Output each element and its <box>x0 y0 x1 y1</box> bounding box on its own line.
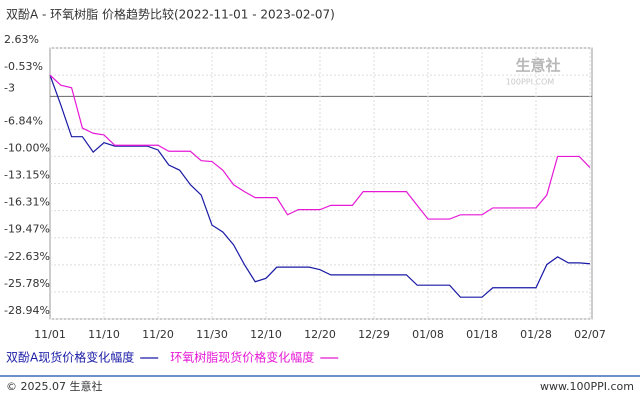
y-tick-label: -0.53% <box>4 60 43 73</box>
series-line <box>49 74 591 220</box>
x-tick-label: 12/29 <box>358 328 390 341</box>
chart-title: 双酚A - 环氧树脂 价格趋势比较(2022-11-01 - 2023-02-0… <box>6 7 335 22</box>
y-tick-label: -16.31% <box>4 196 50 209</box>
y-tick-label: -13.15% <box>4 168 50 181</box>
y-tick-label: -3 <box>4 81 15 94</box>
watermark-sub: 100PPI.COM <box>506 78 555 87</box>
x-tick-label: 12/20 <box>304 328 336 341</box>
x-tick-label: 11/30 <box>196 328 228 341</box>
legend-label: 双酚A现货价格变化幅度 <box>6 350 134 365</box>
series-line <box>49 74 591 298</box>
x-tick-label: 01/08 <box>412 328 444 341</box>
x-tick-label: 11/20 <box>142 328 174 341</box>
footer-left: © 2025.07 生意社 <box>6 379 102 393</box>
x-tick-label: 11/10 <box>88 328 120 341</box>
y-tick-label: -19.47% <box>4 223 50 236</box>
y-tick-label: -25.78% <box>4 277 50 290</box>
x-tick-label: 02/07 <box>574 328 606 341</box>
x-tick-label: 01/28 <box>520 328 552 341</box>
legend-label: 环氧树脂现货价格变化幅度 <box>170 350 314 365</box>
x-tick-label: 01/18 <box>466 328 498 341</box>
footer-right: www.100PPI.com <box>540 380 634 393</box>
x-tick-label: 12/10 <box>250 328 282 341</box>
watermark: 生意社 <box>515 57 560 75</box>
y-tick-label: -10.00% <box>4 141 50 154</box>
y-tick-label: 2.63% <box>4 33 39 46</box>
x-tick-label: 11/01 <box>34 328 66 341</box>
y-tick-label: -28.94% <box>4 304 50 317</box>
y-tick-label: -6.84% <box>4 114 43 127</box>
y-tick-label: -22.63% <box>4 250 50 263</box>
